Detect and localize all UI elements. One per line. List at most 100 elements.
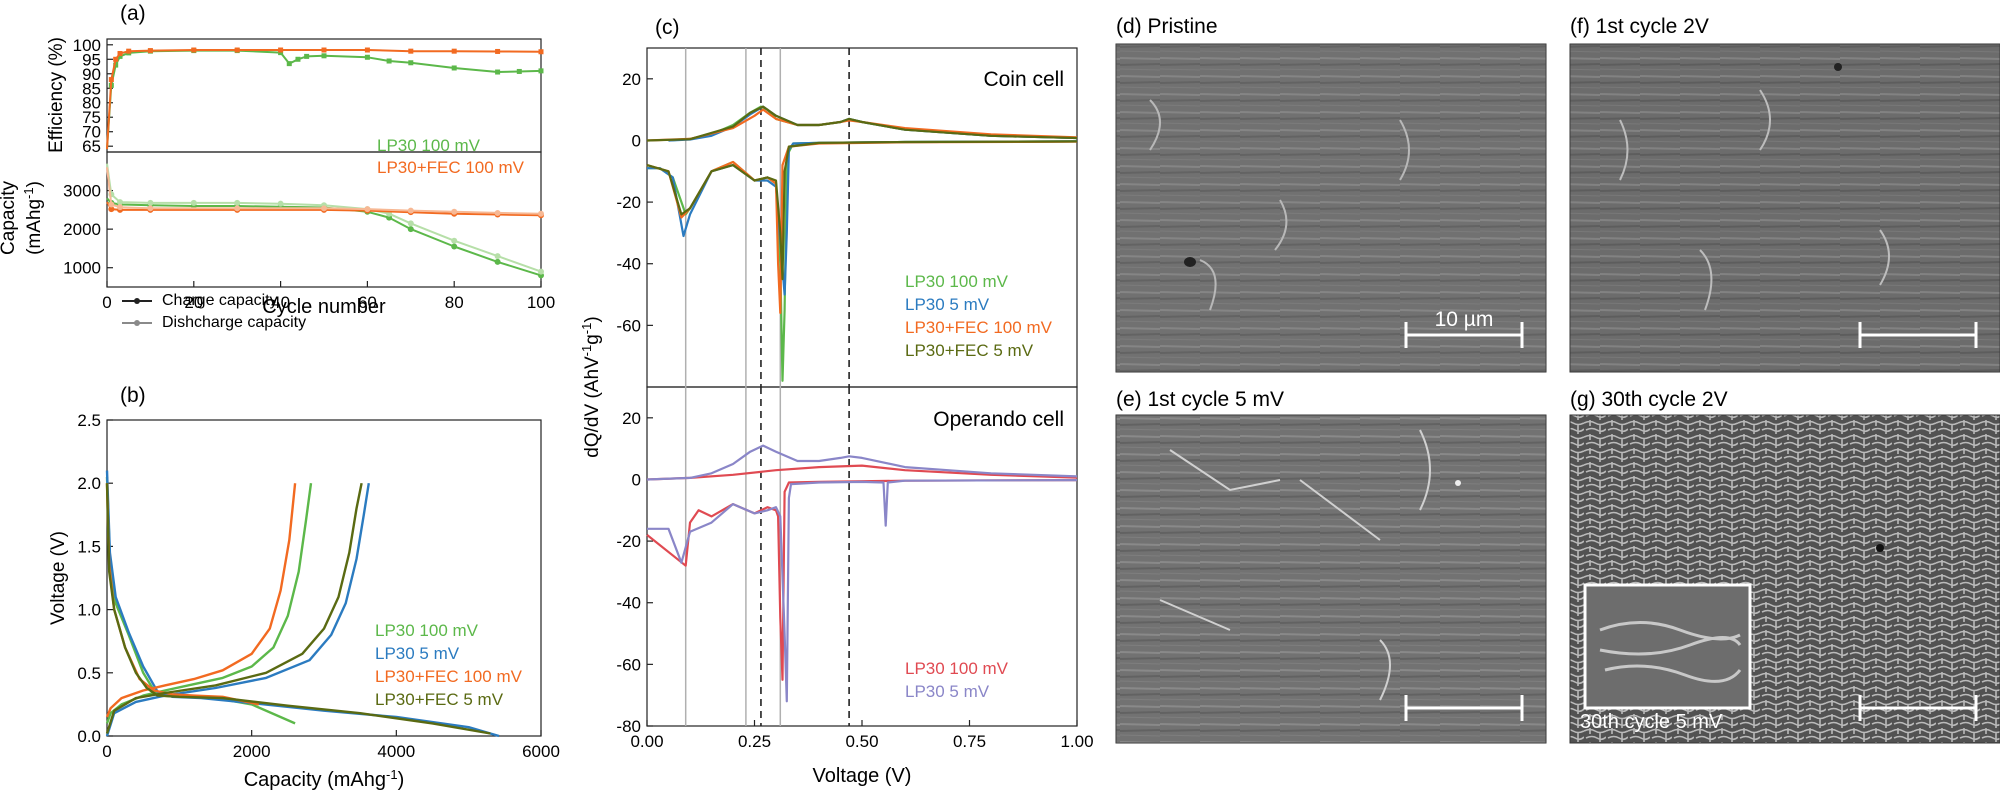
sem-pristine-image — [1115, 43, 1547, 373]
data-point — [407, 207, 414, 214]
data-point — [113, 62, 119, 68]
capacity-y-ticks: 1000 2000 3000 — [63, 182, 113, 278]
y-tick-label: 65 — [82, 137, 101, 156]
legend-b-fec-100: LP30+FEC 100 mV — [375, 667, 523, 686]
data-point — [147, 199, 154, 206]
legend-a-fec: LP30+FEC 100 mV — [377, 158, 525, 177]
y-tick-label: 2000 — [63, 220, 101, 239]
data-point — [108, 206, 115, 213]
panel-b-label: (b) — [120, 384, 146, 407]
data-point — [117, 204, 124, 211]
data-point — [278, 47, 284, 53]
y-tick-label: 1.5 — [77, 537, 101, 556]
voltage-plot-frame — [106, 419, 542, 737]
legend-c-lp30-100: LP30 100 mV — [905, 272, 1009, 291]
data-point — [117, 199, 124, 206]
y-tick-label: 85 — [82, 79, 101, 98]
y-tick-label: 95 — [82, 50, 101, 69]
x-tick-label: 6000 — [522, 742, 560, 761]
legend-c-op-lp30-5: LP30 5 mV — [905, 682, 990, 701]
scale-bar-g — [1858, 695, 1978, 721]
data-point — [126, 48, 132, 54]
data-point — [147, 48, 153, 54]
panel-e-label: (e) 1st cycle 5 mV — [1116, 388, 1284, 411]
capacity-series — [106, 163, 544, 279]
data-point — [494, 253, 501, 260]
data-point — [364, 206, 371, 213]
panel-g-label: (g) 30th cycle 2V — [1570, 388, 1728, 411]
y-tick-label: -80 — [616, 717, 641, 736]
data-point — [191, 47, 197, 53]
x-tick-label: 0 — [102, 293, 111, 312]
x-tick-label: 100 — [527, 293, 555, 312]
legend-discharge-label: Dishcharge capacity — [162, 314, 306, 331]
coin-reference-lines — [684, 48, 850, 387]
x-tick-label: 0.25 — [738, 732, 771, 751]
sem-images: (d) Pristine 10 µm (f) 1st cycle 2V (e) … — [1115, 15, 2000, 744]
voltage-x-ticks: 0.00 0.25 0.50 0.75 1.00 — [630, 720, 1094, 751]
efficiency-series — [106, 47, 544, 150]
data-point — [407, 226, 414, 233]
legend-b-fec-5: LP30+FEC 5 mV — [375, 690, 504, 709]
panel-c: (c) -60 -40 -20 0 20 -80 -60 -40 -20 0 20 0.00 0.2… — [579, 16, 1094, 787]
data-point — [321, 47, 327, 53]
voltage-y-label: Voltage (V) — [48, 531, 69, 625]
y-tick-label: -40 — [616, 255, 641, 274]
y-tick-label: 1.0 — [77, 601, 101, 620]
data-point — [108, 77, 114, 83]
voltage-y-ticks: 0.0 0.5 1.0 1.5 2.0 2.5 — [77, 411, 113, 746]
capacity-y-label-line2: (mAhg-1) — [21, 181, 45, 255]
data-point — [407, 220, 414, 227]
data-point — [494, 209, 501, 216]
data-point — [538, 210, 544, 217]
y-tick-label: -60 — [616, 655, 641, 674]
y-tick-label: 80 — [82, 94, 101, 113]
legend-c-op-lp30-100: LP30 100 mV — [905, 659, 1009, 678]
y-tick-label: 20 — [622, 70, 641, 89]
data-point — [408, 60, 414, 66]
dqdv-y-label: dQ/dV (AhV-1g-1) — [579, 316, 603, 457]
operando-cell-series — [646, 444, 1078, 703]
series-line-lp30-5-mv-discharge — [647, 140, 1078, 296]
capacity-y-label-line1: Capacity — [0, 181, 19, 255]
data-point — [516, 68, 522, 74]
data-point — [117, 53, 123, 59]
panel-f-label: (f) 1st cycle 2V — [1570, 15, 1709, 38]
data-point — [364, 54, 370, 60]
voltage-series — [105, 470, 500, 738]
x-tick-label: 4000 — [377, 742, 415, 761]
x-tick-label: 0.00 — [630, 732, 663, 751]
legend-c-fec-100: LP30+FEC 100 mV — [905, 318, 1053, 337]
series-line-lp30-100-mv — [106, 49, 542, 150]
data-point — [113, 56, 119, 62]
y-tick-label: 0.5 — [77, 664, 101, 683]
data-point — [451, 65, 457, 71]
data-point — [495, 48, 501, 54]
y-tick-label: 2.5 — [77, 411, 101, 430]
y-tick-label: 0 — [632, 470, 641, 489]
data-point — [286, 61, 292, 67]
legend-b-lp30-100: LP30 100 mV — [375, 621, 479, 640]
x-tick-label: 20 — [184, 293, 203, 312]
data-point — [451, 48, 457, 54]
series-line-lp30-100-mv-charge — [646, 464, 1078, 481]
y-tick-label: -20 — [616, 532, 641, 551]
scale-bar-label: 10 µm — [1435, 308, 1494, 331]
data-point — [321, 53, 327, 59]
x-tick-label: 1.00 — [1060, 732, 1093, 751]
data-point — [147, 205, 154, 212]
x-tick-label: 40 — [271, 293, 290, 312]
data-point — [451, 208, 458, 215]
coin-cell-series — [646, 105, 1078, 382]
data-point — [295, 56, 301, 62]
panel-a-label: (a) — [120, 2, 146, 25]
data-point — [234, 47, 240, 53]
series-line-lp30-100-mv-discharge — [646, 479, 1078, 681]
legend-c-fec-5: LP30+FEC 5 mV — [905, 341, 1034, 360]
series-line-lp30-fec-5-mv-discharge — [646, 140, 1078, 281]
y-tick-label: 0.0 — [77, 727, 101, 746]
y-tick-label: 100 — [73, 36, 101, 55]
